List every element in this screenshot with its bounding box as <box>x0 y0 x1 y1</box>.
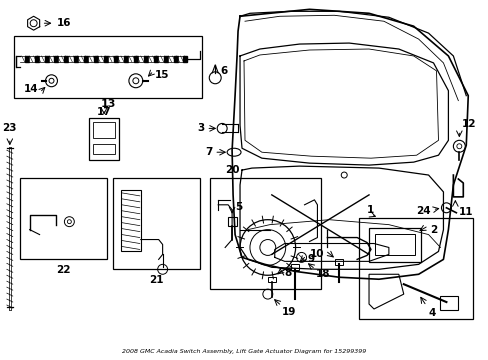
Text: 18: 18 <box>315 269 329 279</box>
Polygon shape <box>35 56 39 62</box>
Polygon shape <box>40 56 43 62</box>
Text: 24: 24 <box>415 206 429 216</box>
Polygon shape <box>69 56 73 62</box>
Bar <box>267 277 275 282</box>
Text: 20: 20 <box>224 165 239 175</box>
Polygon shape <box>30 56 34 62</box>
Polygon shape <box>148 56 152 62</box>
Polygon shape <box>168 56 172 62</box>
Polygon shape <box>114 56 118 62</box>
Bar <box>368 228 420 262</box>
Polygon shape <box>183 56 187 62</box>
Polygon shape <box>139 56 142 62</box>
Polygon shape <box>119 56 122 62</box>
Polygon shape <box>79 56 83 62</box>
Text: 11: 11 <box>457 207 472 217</box>
Text: 21: 21 <box>149 275 163 285</box>
Text: 10: 10 <box>309 249 324 260</box>
Bar <box>93 122 115 138</box>
Polygon shape <box>84 56 88 62</box>
Bar <box>89 118 119 160</box>
Text: 19: 19 <box>281 307 295 317</box>
Text: 12: 12 <box>461 120 476 129</box>
Bar <box>20 178 107 260</box>
Text: 2008 GMC Acadia Switch Assembly, Lift Gate Actuator Diagram for 15299399: 2008 GMC Acadia Switch Assembly, Lift Ga… <box>122 348 366 354</box>
Polygon shape <box>134 56 138 62</box>
Polygon shape <box>143 56 147 62</box>
Polygon shape <box>104 56 108 62</box>
Polygon shape <box>60 56 63 62</box>
Polygon shape <box>178 56 182 62</box>
Polygon shape <box>94 56 98 62</box>
Text: 14: 14 <box>24 84 39 94</box>
Text: 1: 1 <box>366 205 373 215</box>
Text: 8: 8 <box>284 268 291 278</box>
Polygon shape <box>153 56 157 62</box>
Text: 3: 3 <box>197 123 204 134</box>
Text: 23: 23 <box>2 123 17 133</box>
Bar <box>335 260 343 265</box>
Polygon shape <box>123 56 128 62</box>
Polygon shape <box>99 56 103 62</box>
Bar <box>113 178 200 269</box>
Text: 15: 15 <box>154 70 169 80</box>
Polygon shape <box>109 56 113 62</box>
Text: 17: 17 <box>97 107 111 117</box>
Bar <box>440 296 457 310</box>
Polygon shape <box>158 56 163 62</box>
Bar <box>210 178 321 289</box>
Text: 5: 5 <box>235 202 242 212</box>
Text: 9: 9 <box>307 255 314 265</box>
Polygon shape <box>163 56 167 62</box>
Polygon shape <box>54 56 59 62</box>
Text: 2: 2 <box>429 225 437 235</box>
Polygon shape <box>25 56 29 62</box>
Text: 6: 6 <box>220 66 227 76</box>
Bar <box>93 144 115 154</box>
Text: 13: 13 <box>100 99 116 109</box>
Polygon shape <box>74 56 78 62</box>
Polygon shape <box>20 56 24 62</box>
Bar <box>14 36 202 98</box>
Polygon shape <box>44 56 48 62</box>
Polygon shape <box>49 56 53 62</box>
Text: 7: 7 <box>204 147 212 157</box>
Polygon shape <box>129 56 133 62</box>
Text: 16: 16 <box>56 18 71 28</box>
Polygon shape <box>173 56 177 62</box>
Bar <box>228 217 237 226</box>
Bar <box>358 218 472 319</box>
Bar <box>121 190 141 251</box>
Text: 4: 4 <box>427 308 435 318</box>
Bar <box>290 264 298 270</box>
Polygon shape <box>64 56 68 62</box>
Text: 22: 22 <box>56 265 70 275</box>
Bar <box>374 234 414 255</box>
Polygon shape <box>89 56 93 62</box>
